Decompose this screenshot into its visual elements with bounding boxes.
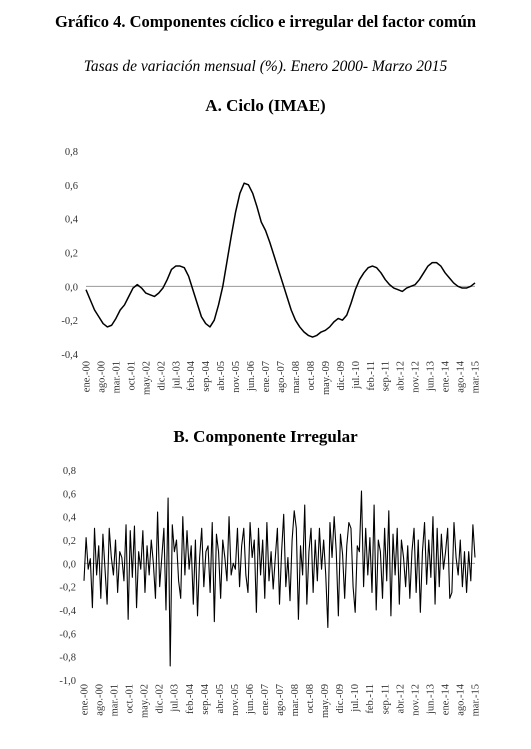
x-tick-label: ago.-00: [96, 361, 107, 393]
y-tick-label: 0,6: [65, 181, 78, 192]
x-tick-label: sep.-04: [201, 360, 212, 391]
x-tick-label: ene.-14: [441, 360, 452, 392]
x-tick-label: mar.-01: [111, 361, 122, 393]
figure-subtitle: Tasas de variación mensual (%). Enero 20…: [83, 58, 448, 75]
x-tick-label: jul.-03: [171, 361, 182, 390]
chart-b-irregular: -1,0 -0,8 -0,6 -0,4 -0,2 0,0 0,2 0,4 0,6 0,8 ene.-…: [59, 466, 482, 718]
x-tick-label: ene.-00: [82, 361, 93, 392]
panel-b-title: B. Componente Irregular: [173, 427, 358, 446]
y-tick-label: 0,4: [65, 215, 79, 226]
y-tick-label: -0,2: [59, 583, 76, 594]
x-tick-label: jun.-06: [245, 684, 256, 715]
x-tick-label: mar.-08: [290, 684, 301, 716]
y-tick-label: -0,6: [59, 629, 76, 640]
x-tick-label: ago.-07: [275, 684, 286, 716]
y-tick-label: 0,0: [63, 559, 76, 570]
x-tick-label: abr.-05: [216, 361, 227, 390]
x-tick-label: ene.-07: [261, 361, 272, 392]
x-tick-label: dic.-02: [155, 684, 166, 713]
x-tick-label: nov.-12: [410, 684, 421, 716]
y-tick-label: 0,8: [63, 466, 76, 477]
x-tick-label: mar.-15: [471, 684, 482, 716]
y-tick-label: -0,4: [61, 350, 78, 361]
x-tick-label: feb.-11: [366, 361, 377, 391]
x-tick-label: ene.-00: [80, 684, 91, 715]
x-tick-label: mar.-08: [291, 361, 302, 393]
x-tick-label: may.-09: [320, 684, 331, 718]
x-tick-label: ago.-00: [95, 684, 106, 716]
y-tick-label: -0,2: [61, 316, 78, 327]
x-tick-label: ene.-14: [440, 683, 451, 715]
y-tick-label: -0,8: [59, 653, 76, 664]
y-tick-label: 0,4: [63, 513, 77, 524]
x-tick-label: sep.-11: [381, 361, 392, 391]
y-tick-label: 0,0: [65, 282, 78, 293]
x-tick-label: feb.-04: [185, 683, 196, 714]
x-tick-label: dic.-09: [336, 361, 347, 390]
x-tick-label: oct.-01: [125, 684, 136, 713]
x-tick-label: jul.-10: [350, 684, 361, 713]
series-line: [85, 182, 476, 338]
x-tick-label: abr.-12: [395, 684, 406, 713]
y-tick-label: 0,6: [63, 489, 76, 500]
x-tick-label: dic.-02: [156, 361, 167, 390]
x-tick-label: abr.-05: [215, 684, 226, 713]
x-tick-label: nov.-05: [231, 361, 242, 393]
x-tick-label: sep.-04: [200, 683, 211, 714]
x-tick-label: jul.-03: [170, 684, 181, 713]
y-tick-label: 0,2: [65, 249, 78, 260]
x-tick-label: may.-02: [141, 361, 152, 395]
x-tick-label: oct.-08: [306, 361, 317, 390]
y-tick-label: -1,0: [59, 676, 76, 687]
y-tick-label: 0,8: [65, 147, 78, 158]
x-tick-label: nov.-05: [230, 684, 241, 716]
x-tick-label: abr.-12: [396, 361, 407, 390]
x-tick-label: oct.-01: [126, 361, 137, 390]
x-tick-label: jun.-13: [426, 361, 437, 392]
x-tick-label: ago.-14: [456, 360, 467, 393]
x-tick-label: feb.-04: [186, 360, 197, 391]
series-line: [83, 490, 476, 667]
x-tick-label: sep.-11: [380, 684, 391, 714]
x-tick-label: may.-09: [321, 361, 332, 395]
x-tick-label: may.-02: [140, 684, 151, 718]
chart-a-cycle: -0,4 -0,2 0,0 0,2 0,4 0,6 0,8 ene.-00 ago.-00 mar…: [61, 147, 482, 395]
x-tick-label: jul.-10: [351, 361, 362, 390]
x-tick-label: ago.-07: [276, 361, 287, 393]
x-tick-label: jun.-13: [425, 684, 436, 715]
y-tick-label: 0,2: [63, 536, 76, 547]
panel-a-title: A. Ciclo (IMAE): [205, 96, 326, 115]
x-tick-label: nov.-12: [411, 361, 422, 393]
x-tick-label: jun.-06: [246, 361, 257, 392]
x-tick-label: mar.-01: [110, 684, 121, 716]
x-tick-label: ago.-14: [455, 683, 466, 716]
x-tick-label: feb.-11: [365, 684, 376, 714]
x-tick-label: oct.-08: [305, 684, 316, 713]
y-tick-label: -0,4: [59, 606, 76, 617]
x-tick-label: mar.-15: [471, 361, 482, 393]
x-tick-label: dic.-09: [335, 684, 346, 713]
figure-title: Gráfico 4. Componentes cíclico e irregul…: [54, 12, 477, 31]
x-tick-label: ene.-07: [260, 684, 271, 715]
